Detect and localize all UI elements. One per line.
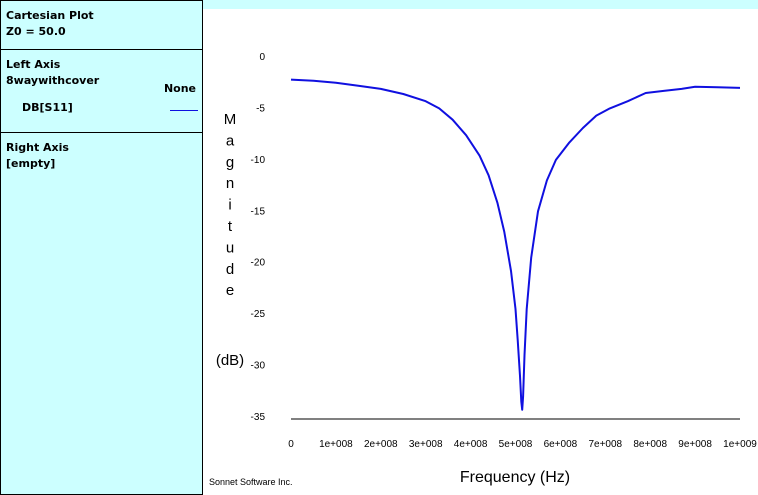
x-tick-label: 1e+008 xyxy=(319,439,353,450)
right-axis-heading: Right Axis xyxy=(6,141,69,154)
x-tick-label: 3e+008 xyxy=(409,439,443,450)
left-axis-section[interactable]: Left Axis 8waywithcover None DB[S11] xyxy=(1,50,202,133)
y-axis-label-letter: d xyxy=(226,261,234,278)
y-axis-label-letter: a xyxy=(226,132,235,149)
series-line-dbs11 xyxy=(290,78,741,411)
x-axis-label: Frequency (Hz) xyxy=(460,469,570,486)
x-tick-label: 9e+008 xyxy=(678,439,712,450)
y-tick-label: -5 xyxy=(256,103,265,114)
y-tick-label: -10 xyxy=(251,155,266,166)
y-tick-label: -30 xyxy=(251,361,266,372)
x-tick-label: 6e+008 xyxy=(544,439,578,450)
x-tick-label: 8e+008 xyxy=(633,439,667,450)
y-axis-label-letter: i xyxy=(228,197,231,214)
y-axis-label-letter: n xyxy=(226,175,234,192)
x-axis-ticks: 0 1e+008 2e+008 3e+008 4e+008 5e+008 6e+008 7e+… xyxy=(288,439,757,450)
x-tick-label: 1e+009 xyxy=(723,439,757,450)
y-tick-label: 0 xyxy=(259,52,265,63)
none-label: None xyxy=(163,82,196,95)
plot-header-section: Cartesian Plot Z0 = 50.0 xyxy=(1,1,202,50)
y-axis-ticks: 0 -5 -10 -15 -20 -25 -30 -35 xyxy=(251,52,266,423)
plot-info-panel: Cartesian Plot Z0 = 50.0 Left Axis 8wayw… xyxy=(0,0,203,495)
trace-color-swatch xyxy=(170,110,198,111)
y-axis-label-letter: g xyxy=(226,154,234,171)
y-axis-unit: (dB) xyxy=(216,352,244,369)
y-tick-label: -25 xyxy=(251,309,266,320)
x-tick-label: 4e+008 xyxy=(454,439,488,450)
y-axis-label-letter: u xyxy=(226,239,234,256)
x-tick-label: 7e+008 xyxy=(588,439,622,450)
y-axis-label-letter: t xyxy=(228,218,233,235)
y-tick-label: -35 xyxy=(251,412,266,423)
x-tick-label: 2e+008 xyxy=(364,439,398,450)
plot-type-title: Cartesian Plot xyxy=(6,9,94,22)
y-axis-label-letter: M xyxy=(224,111,237,128)
trace-item-dbs11[interactable]: DB[S11] xyxy=(22,101,73,114)
left-axis-heading: Left Axis xyxy=(6,58,61,71)
right-axis-value: [empty] xyxy=(6,157,56,170)
y-axis-label-letter: e xyxy=(226,282,234,299)
y-tick-label: -15 xyxy=(251,206,266,217)
right-axis-section[interactable]: Right Axis [empty] xyxy=(1,133,202,172)
project-name[interactable]: 8waywithcover xyxy=(6,74,100,87)
y-tick-label: -20 xyxy=(251,258,266,269)
x-tick-label: 0 xyxy=(288,439,294,450)
x-tick-label: 5e+008 xyxy=(499,439,533,450)
credit-text: Sonnet Software Inc. xyxy=(209,477,293,487)
impedance-label: Z0 = 50.0 xyxy=(6,25,66,38)
